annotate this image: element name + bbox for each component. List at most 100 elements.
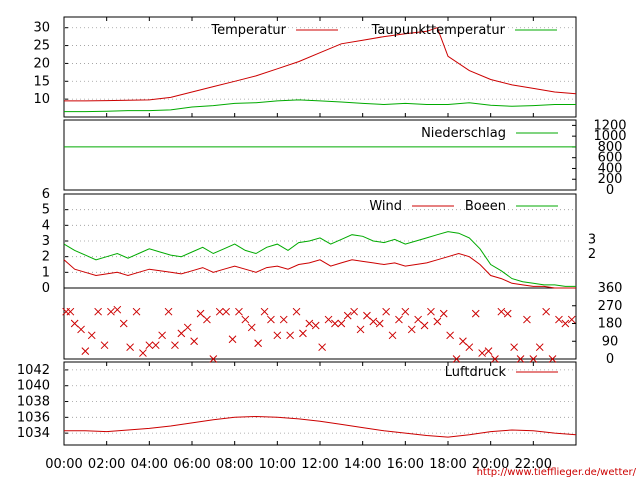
wind-ytick-label: 2 [42,250,50,265]
precipitation-frame [63,119,577,191]
wind-direction-marker [279,315,288,324]
precipitation-ytick-label: 0 [606,183,614,198]
boeen-series-line [63,231,576,287]
temperature-ytick-label: 15 [33,74,50,89]
wind-direction-marker [503,309,512,318]
wind-ytick-label: 5 [42,203,50,218]
wind-direction-marker [401,307,410,316]
wind-direction-marker [523,315,531,324]
wind-direction-marker [465,343,474,352]
wind_direction-ytick-label: 0 [606,352,614,367]
wind-direction-marker [203,315,211,324]
wind-direction-marker [119,319,128,328]
wind-direction-marker [324,315,333,324]
wind-direction-marker [286,331,294,340]
wind-right-label: 2 [588,247,596,262]
legends: Temperatur Taupunkttemperatur Niederschlag… [210,23,558,380]
grid-lines [64,27,576,434]
wind-direction-marker [535,343,544,352]
precipitation-ytick-label: 200 [598,172,623,187]
wind-direction-marker [369,317,378,326]
wind-direction-marker [471,309,480,318]
credit-url[interactable]: http://www.tiefflieger.de/wetter/ [477,467,637,478]
wind-direction-marker [70,319,79,328]
legend-label: Luftdruck [445,365,507,380]
precipitation-ytick-label: 1200 [593,118,626,133]
wind-direction-marker [567,315,576,324]
wind-direction-marker [395,315,403,324]
precipitation-ytick-label: 1000 [593,129,626,144]
wind-direction-marker [177,329,186,338]
wind-direction-marker [254,339,262,348]
wind-direction-marker [183,323,192,332]
xtick-label: 02:00 [88,457,125,472]
temperatur-series-line [64,27,577,102]
wind-direction-marker [542,307,550,316]
temperature-ytick-label: 10 [33,92,50,107]
wind-direction-marker [139,349,147,357]
wind-direction-marker [94,307,102,316]
legend-label: Boeen [465,199,506,214]
wind-direction-marker [356,325,365,334]
wind-direction-marker [196,309,205,318]
xtick-label: 14:00 [344,457,381,472]
precipitation-ytick-label: 400 [598,161,623,176]
luftdruck-series-line [64,415,577,438]
xtick-label: 04:00 [131,457,168,472]
wind-direction-marker [363,311,371,320]
wind_direction-ytick-label: 270 [598,299,623,314]
wind_direction-frame [63,287,577,360]
temperature-ytick-label: 20 [33,56,50,71]
wind-direction-marker [478,349,486,357]
wind-direction-marker [241,315,250,324]
wind-direction-marker [510,343,518,352]
wind-direction-marker [337,319,346,328]
pressure-ytick-label: 1040 [17,379,50,394]
wind-direction-marker [452,355,461,363]
taupunkttemperatur-series-line [64,99,576,113]
wind-direction-marker [343,311,352,320]
wind-direction-marker [529,355,538,363]
xtick-label: 18:00 [429,457,466,472]
wind-ytick-label: 3 [42,234,50,249]
wind-direction-marker [247,323,256,332]
wind-direction-marker [158,331,166,340]
wind-direction-marker [433,317,442,326]
wind-direction-marker [66,307,75,316]
wind-direction-marker [209,355,218,363]
xtick-label: 20:00 [472,457,509,472]
xtick-label: 16:00 [387,457,424,472]
wind-right-label: 3 [588,233,596,248]
xtick-label: 12:00 [301,457,338,472]
wind-direction-marker [228,335,237,344]
wind-series-line [63,252,576,289]
wind-direction-marker [299,329,307,338]
wind-direction-marker [407,325,416,334]
wind-direction-marker [414,315,422,324]
wind-direction-marker [420,321,429,330]
wind-direction-marker [305,319,314,328]
wind-direction-marker [81,347,90,355]
wind-direction-marker [260,307,269,316]
legend-label: Niederschlag [421,126,506,141]
wind-ytick-label: 6 [42,187,50,202]
wind-direction-marker [375,319,384,328]
wind-direction-marker [164,307,173,316]
wind-direction-marker [427,307,435,316]
wind-direction-marker [145,341,154,350]
pressure-ytick-label: 1038 [17,395,50,410]
wind-direction-marker [388,331,397,340]
temperature-ytick-label: 25 [33,39,50,54]
wind-direction-marker [222,307,230,316]
wind-direction-marker [446,331,454,340]
wind-direction-marker [459,337,467,346]
wind-direction-marker [484,347,493,355]
wind-direction-marker [516,355,525,363]
wind-direction-marker [126,343,134,352]
wind-direction-marker [292,307,301,316]
wind-direction-marker [497,307,506,316]
wind-direction-marker [151,341,160,350]
pressure-ytick-label: 1042 [17,363,50,378]
wind-direction-marker [311,321,320,330]
wind-direction-marker [100,341,109,350]
